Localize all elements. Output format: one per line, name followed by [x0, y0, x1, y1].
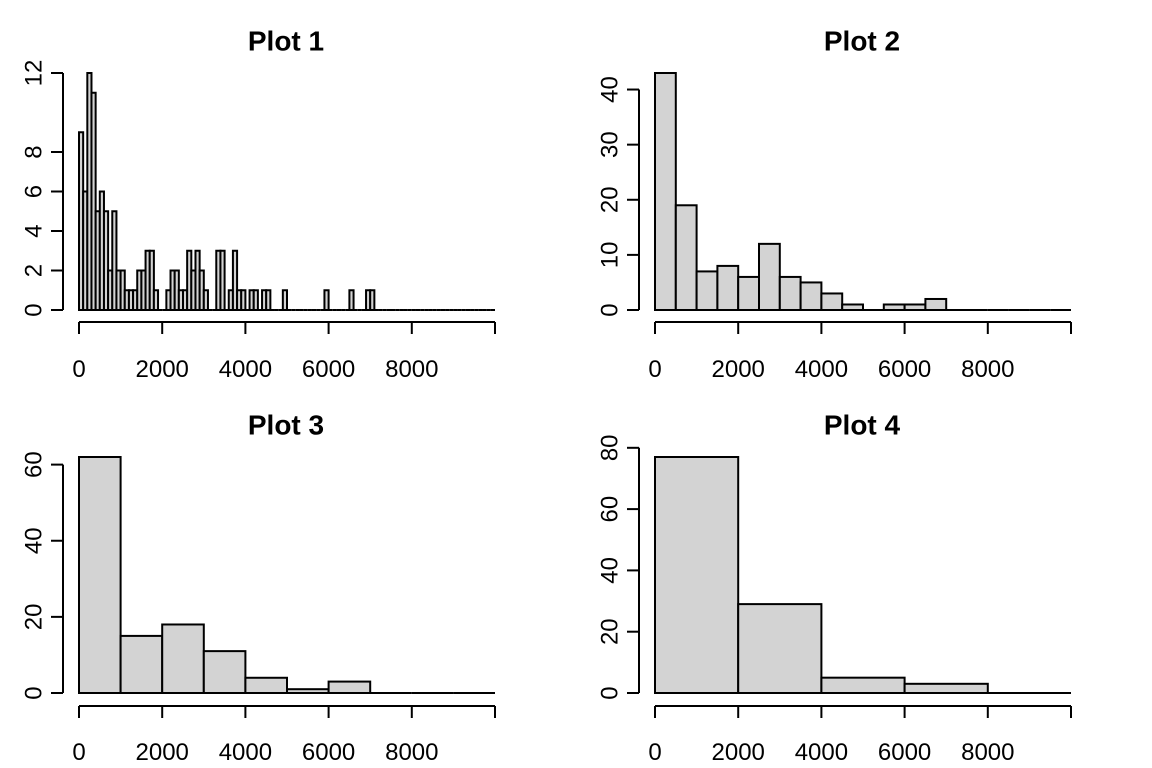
chart-title: Plot 2 [824, 25, 900, 56]
x-tick-label: 8000 [961, 739, 1014, 766]
y-tick-label: 60 [20, 451, 47, 478]
histogram-bar [161, 623, 205, 695]
histogram-bar [148, 249, 155, 311]
y-tick-label: 20 [20, 604, 47, 631]
x-tick-label: 8000 [961, 356, 1014, 383]
y-tick-label: 40 [596, 76, 623, 103]
y-tick-label: 0 [20, 686, 47, 699]
histogram-bar [152, 289, 160, 311]
y-tick-label: 6 [20, 185, 47, 198]
histogram-bar [778, 275, 802, 312]
y-tick-label: 30 [596, 131, 623, 158]
histogram-bar [252, 289, 259, 311]
panel-2: Plot 2 0 10 20 30 40 0 2000 4000 6000 8000 [596, 25, 1072, 383]
chart-title: Plot 4 [824, 409, 901, 440]
histogram-bar [219, 249, 226, 311]
x-tick-label: 4000 [795, 356, 848, 383]
histogram-bar [281, 289, 288, 311]
histogram-bar [820, 292, 844, 312]
y-tick-label: 0 [20, 303, 47, 316]
y-tick-label: 40 [20, 527, 47, 554]
x-tick-label: 2000 [136, 356, 189, 383]
x-tick-label: 0 [72, 739, 85, 766]
x-tick-label: 2000 [136, 739, 189, 766]
histogram-bar [369, 289, 376, 311]
histogram-bar [654, 456, 740, 694]
x-tick-label: 0 [648, 739, 661, 766]
histogram-bar [78, 456, 122, 694]
chart-title: Plot 3 [248, 409, 324, 440]
histogram-bar [327, 680, 372, 694]
histogram-bar [903, 682, 989, 694]
y-tick-label: 10 [596, 242, 623, 269]
histogram-bar [882, 303, 906, 312]
histogram-bar [202, 289, 209, 311]
y-tick-label: 12 [20, 60, 47, 87]
histogram-bar [90, 91, 97, 311]
x-tick-label: 2000 [712, 739, 765, 766]
histogram-bar [716, 264, 740, 312]
chart-title: Plot 1 [248, 25, 324, 56]
histogram-bar [231, 249, 239, 311]
histogram-bar [244, 676, 288, 694]
y-tick-label: 8 [20, 145, 47, 158]
y-tick-label: 0 [596, 303, 623, 316]
y-tick-label: 80 [596, 434, 623, 461]
histogram-bar [323, 289, 330, 311]
panel-3: Plot 3 0 20 40 60 0 2000 4000 6000 8000 [20, 409, 496, 766]
panel-1: Plot 1 0 2 4 6 8 12 0 2000 4000 6000 8000 [20, 25, 496, 383]
x-tick-label: 0 [648, 356, 661, 383]
x-tick-label: 8000 [385, 356, 438, 383]
x-tick-label: 4000 [795, 739, 848, 766]
panel-4: Plot 4 0 20 40 60 80 0 2000 4000 6000 8000 [596, 409, 1072, 766]
y-tick-label: 4 [20, 224, 47, 237]
histogram-bar [799, 281, 823, 312]
histogram-bar [286, 688, 330, 694]
histogram-bar [265, 289, 272, 311]
x-tick-label: 0 [72, 356, 85, 383]
y-tick-label: 20 [596, 186, 623, 213]
y-tick-label: 2 [20, 264, 47, 277]
y-tick-label: 20 [596, 618, 623, 645]
histogram-bar [820, 676, 906, 695]
x-tick-label: 6000 [878, 739, 931, 766]
x-tick-label: 2000 [712, 356, 765, 383]
y-tick-label: 40 [596, 557, 623, 584]
histogram-bar [737, 275, 761, 312]
y-tick-label: 0 [596, 686, 623, 699]
histogram-bar [924, 297, 948, 312]
histogram-bar [240, 289, 247, 311]
x-tick-label: 8000 [385, 739, 438, 766]
histogram-bar [202, 650, 247, 694]
x-tick-label: 6000 [302, 739, 355, 766]
histogram-bar [102, 210, 110, 311]
histogram-bar [654, 72, 677, 311]
x-tick-label: 6000 [302, 356, 355, 383]
histogram-bar [841, 303, 865, 312]
histogram-bar [695, 270, 719, 312]
histogram-bar [903, 303, 927, 312]
x-tick-label: 6000 [878, 356, 931, 383]
x-tick-label: 4000 [219, 356, 272, 383]
x-tick-label: 4000 [219, 739, 272, 766]
histogram-bar [119, 634, 164, 694]
histogram-bar [758, 242, 781, 311]
histogram-bar [348, 289, 355, 311]
histogram-bar [111, 210, 118, 311]
histogram-bar [737, 603, 823, 694]
histogram-bar [674, 204, 698, 311]
y-tick-label: 60 [596, 496, 623, 523]
